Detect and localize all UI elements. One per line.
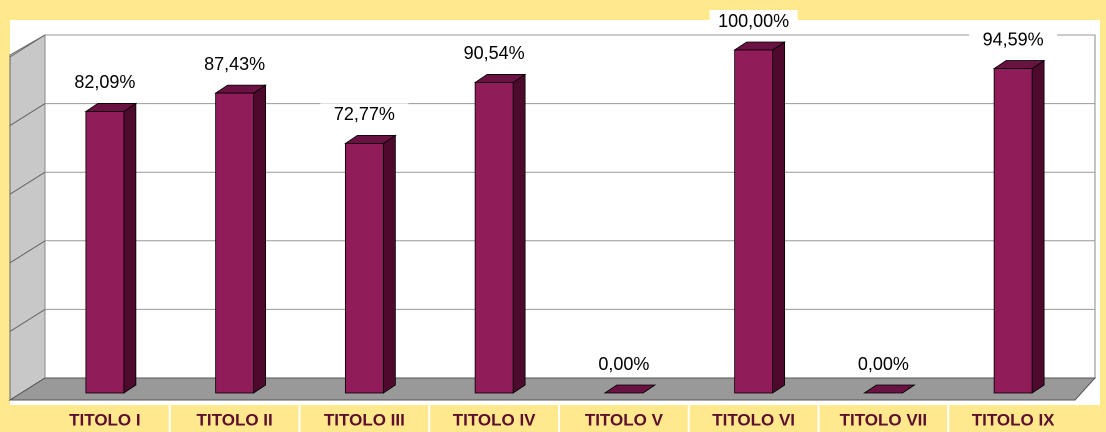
value-label: 90,54% xyxy=(464,43,525,63)
bar-side xyxy=(123,102,137,394)
x-tick-label: TITOLO I xyxy=(69,410,140,429)
bar xyxy=(734,49,774,394)
back-wall xyxy=(44,34,1096,379)
bar xyxy=(215,92,255,394)
value-label-bg xyxy=(839,353,928,377)
value-label-bg xyxy=(450,42,539,67)
bar-side xyxy=(1031,59,1045,394)
x-tick-label: TITOLO V xyxy=(585,410,664,429)
x-tick-label: TITOLO IV xyxy=(453,410,536,429)
x-tick-label: TITOLO II xyxy=(197,410,273,429)
label-band xyxy=(10,405,1100,432)
bar-top xyxy=(863,384,916,394)
bar xyxy=(474,82,514,394)
value-label: 100,00% xyxy=(718,11,789,31)
x-tick-label: TITOLO VI xyxy=(712,410,795,429)
value-label: 0,00% xyxy=(858,354,909,374)
bar xyxy=(85,111,125,394)
value-label: 94,59% xyxy=(983,29,1044,49)
x-tick-label: TITOLO IX xyxy=(972,410,1055,429)
value-label: 87,43% xyxy=(204,54,265,74)
value-label-bg xyxy=(579,353,668,377)
grid-line-side xyxy=(9,240,46,264)
value-label: 0,00% xyxy=(598,354,649,374)
grid-line-side xyxy=(9,171,46,195)
bar-side xyxy=(382,134,396,394)
floor xyxy=(8,377,1097,401)
value-label-bg xyxy=(320,103,409,128)
value-label-bg xyxy=(190,53,279,78)
value-label-bg xyxy=(709,10,798,34)
bar-side xyxy=(253,84,267,394)
bar-side xyxy=(512,73,526,394)
value-label-bg xyxy=(60,71,149,96)
bar xyxy=(344,142,384,394)
value-label-bg xyxy=(969,28,1058,53)
bar xyxy=(993,68,1033,394)
value-label: 82,09% xyxy=(74,72,135,92)
side-wall xyxy=(9,34,46,401)
bar-side xyxy=(772,41,786,394)
grid-line-side xyxy=(9,103,46,127)
x-tick-label: TITOLO VII xyxy=(840,410,928,429)
grid-line-side xyxy=(9,34,46,58)
x-tick-label: TITOLO III xyxy=(324,410,405,429)
bar-top xyxy=(603,384,657,394)
grid-line-side xyxy=(9,308,46,332)
value-label: 72,77% xyxy=(334,104,395,124)
